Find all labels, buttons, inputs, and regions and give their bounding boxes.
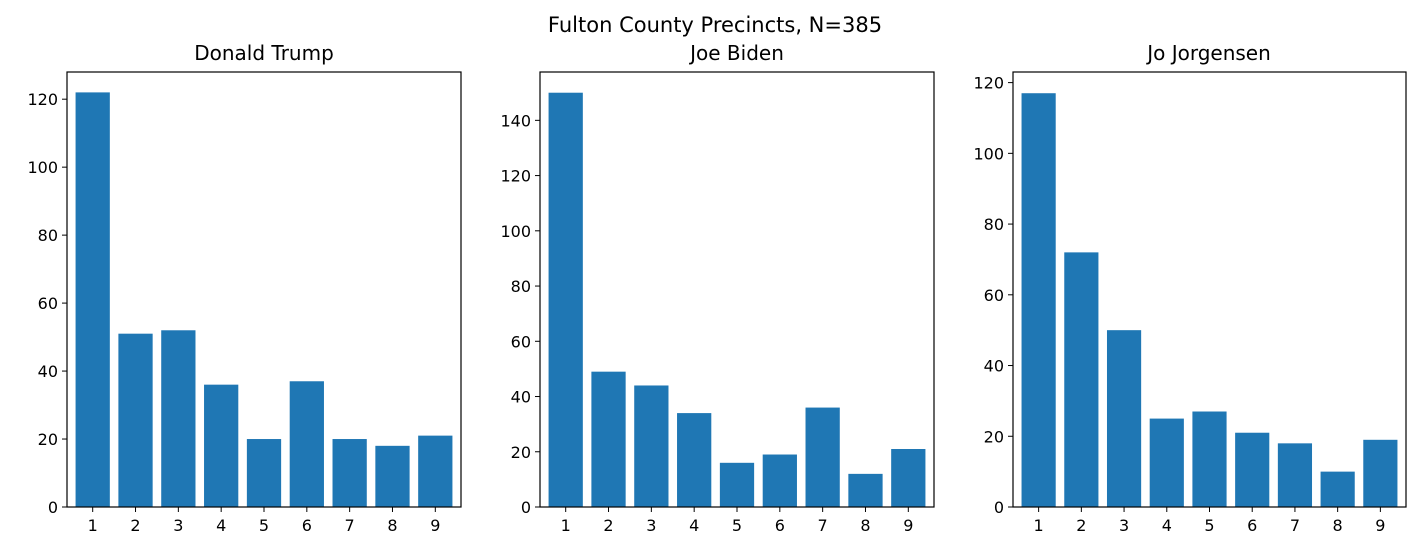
x-tick-label: 5: [259, 516, 269, 535]
bar-6: [1235, 432, 1270, 507]
y-tick-label: 40: [511, 388, 531, 407]
panel-joe-biden: Joe Biden 1 2 3 4 5 6 7 8 9 0 20 40 60 80 100 120 140: [500, 41, 935, 535]
x-tick-label: 6: [775, 516, 785, 535]
bar-5: [246, 439, 282, 507]
bar-6: [762, 454, 797, 507]
x-tick-label: 7: [818, 516, 828, 535]
panel-title: Jo Jorgensen: [1145, 41, 1271, 65]
x-tick-label: 3: [1119, 516, 1129, 535]
bar-5: [1192, 411, 1227, 507]
y-tick-label: 60: [511, 332, 531, 351]
x-tick-label: 8: [387, 516, 397, 535]
x-tick-label: 2: [130, 516, 140, 535]
x-tick-label: 5: [732, 516, 742, 535]
x-tick-label: 4: [689, 516, 699, 535]
y-tick-label: 140: [500, 111, 531, 130]
x-tick-label: 4: [1162, 516, 1172, 535]
x-tick-label: 8: [1333, 516, 1343, 535]
y-tick-label: 20: [511, 443, 531, 462]
y-tick-label: 100: [27, 158, 58, 177]
figure-suptitle: Fulton County Precincts, N=385: [548, 13, 882, 37]
panel-title: Donald Trump: [194, 41, 334, 65]
bar-8: [848, 473, 883, 507]
x-tick-label: 7: [345, 516, 355, 535]
y-tick-label: 120: [973, 74, 1004, 93]
bar-2: [591, 371, 626, 507]
x-tick-label: 2: [1076, 516, 1086, 535]
y-tick-label: 100: [973, 144, 1004, 163]
y-tick-label: 120: [27, 90, 58, 109]
panel-title: Joe Biden: [688, 41, 784, 65]
y-tick-label: 20: [984, 427, 1004, 446]
y-tick-label: 0: [521, 498, 531, 517]
bar-3: [161, 330, 196, 507]
bar-4: [677, 413, 712, 507]
y-tick-label: 40: [984, 357, 1004, 376]
y-tick-label: 80: [511, 277, 531, 296]
x-tick-label: 3: [173, 516, 183, 535]
x-tick-label: 1: [1034, 516, 1044, 535]
bar-3: [1106, 330, 1142, 507]
y-tick-label: 20: [38, 430, 58, 449]
x-tick-label: 7: [1290, 516, 1300, 535]
y-tick-label: 120: [500, 167, 531, 186]
x-tick-label: 8: [860, 516, 870, 535]
x-tick-label: 4: [216, 516, 226, 535]
bar-8: [375, 445, 410, 507]
x-tick-label: 9: [903, 516, 913, 535]
bar-8: [1320, 471, 1355, 507]
bar-7: [805, 407, 840, 507]
x-tick-label: 6: [1247, 516, 1257, 535]
bar-1: [1021, 93, 1056, 507]
bar-2: [1064, 252, 1099, 507]
bar-3: [634, 385, 669, 507]
bar-7: [1277, 443, 1313, 507]
y-tick-label: 0: [994, 498, 1004, 517]
y-tick-label: 60: [38, 294, 58, 313]
x-tick-label: 5: [1204, 516, 1214, 535]
bar-4: [1149, 418, 1184, 507]
x-tick-label: 1: [88, 516, 98, 535]
bar-2: [118, 333, 153, 507]
bar-9: [1363, 439, 1398, 507]
bar-6: [289, 381, 324, 507]
panel-donald-trump: Donald Trump 1 2 3 4 5 6 7 8 9 0 20 40 60 80 100 120: [27, 41, 462, 535]
bar-7: [332, 439, 367, 507]
y-tick-label: 0: [48, 498, 58, 517]
x-tick-label: 9: [1375, 516, 1385, 535]
y-tick-label: 80: [984, 215, 1004, 234]
bar-9: [891, 449, 926, 507]
y-tick-label: 100: [500, 222, 531, 241]
x-tick-label: 2: [603, 516, 613, 535]
x-tick-label: 1: [561, 516, 571, 535]
bar-1: [75, 92, 110, 507]
x-tick-label: 3: [646, 516, 656, 535]
panel-jo-jorgensen: Jo Jorgensen 1 2 3 4 5 6 7 8 9 0 20 40 60 80 100 120: [973, 41, 1407, 535]
bar-4: [204, 384, 239, 507]
bar-1: [548, 92, 583, 508]
x-tick-label: 6: [302, 516, 312, 535]
y-tick-label: 40: [38, 362, 58, 381]
bar-5: [719, 462, 755, 507]
y-tick-label: 60: [984, 286, 1004, 305]
bar-9: [418, 435, 453, 507]
y-tick-label: 80: [38, 226, 58, 245]
x-tick-label: 9: [430, 516, 440, 535]
